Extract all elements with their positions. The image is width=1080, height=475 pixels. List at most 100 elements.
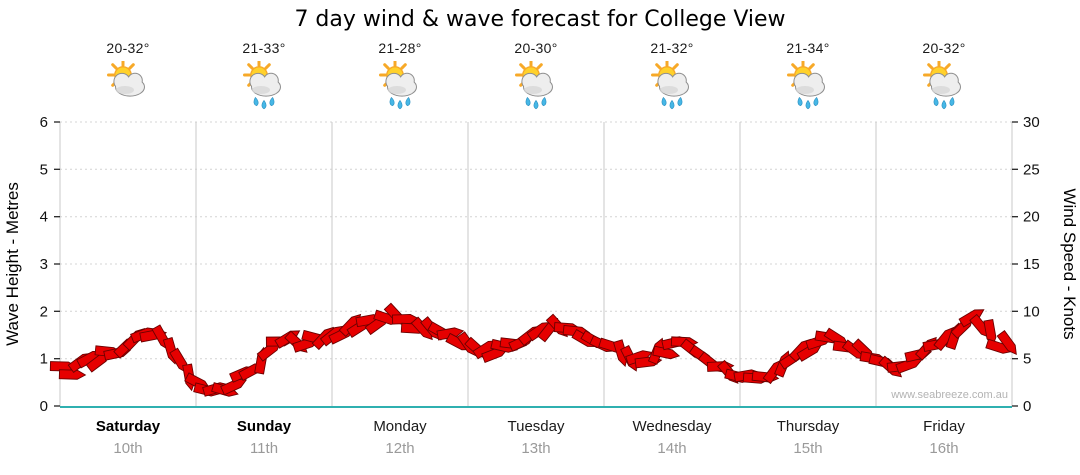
cloud-shading bbox=[252, 86, 270, 94]
day-date: 12th bbox=[385, 440, 415, 457]
weather-icon-slot bbox=[604, 59, 740, 111]
temperature-range: 20-32° bbox=[922, 40, 966, 56]
wind-arrow bbox=[958, 309, 985, 328]
raindrop-icon bbox=[261, 99, 267, 110]
right-axis-title: Wind Speed - Knots bbox=[1060, 188, 1079, 339]
day-axis-label: Wednesday 14th bbox=[604, 418, 740, 457]
weather-icon-showers bbox=[923, 59, 961, 110]
sun-ray bbox=[264, 63, 271, 70]
day-name: Tuesday bbox=[507, 418, 565, 435]
raindrop-icon bbox=[677, 96, 683, 107]
day-date: 13th bbox=[521, 440, 551, 457]
cloud-shading bbox=[524, 86, 542, 94]
weather-icon-slot bbox=[740, 59, 876, 111]
raindrop-icon bbox=[525, 96, 531, 107]
day-date: 15th bbox=[793, 440, 823, 457]
y-axis-tick-label-left: 6 bbox=[40, 114, 48, 131]
sun-ray bbox=[927, 63, 934, 70]
raindrop-icon bbox=[661, 96, 667, 107]
sun-ray bbox=[247, 63, 254, 70]
sun-ray bbox=[383, 63, 390, 70]
temperature-range: 21-34° bbox=[786, 40, 830, 56]
day-date: 10th bbox=[113, 440, 143, 457]
weather-icon-slot bbox=[876, 59, 1012, 111]
y-axis-tick-label-right: 30 bbox=[1023, 114, 1040, 131]
y-axis-tick-label-left: 0 bbox=[40, 398, 48, 415]
day-date: 14th bbox=[657, 440, 687, 457]
forecast-day-column: 21-32° bbox=[604, 40, 740, 111]
weather-icon-showers bbox=[651, 59, 689, 110]
forecast-day-column: 21-33° bbox=[196, 40, 332, 111]
day-axis-label: Tuesday 13th bbox=[468, 418, 604, 457]
raindrop-icon bbox=[533, 99, 539, 110]
raindrop-icon bbox=[813, 96, 819, 107]
sun-ray bbox=[519, 63, 526, 70]
wind-arrow bbox=[996, 330, 1017, 356]
raindrop-icon bbox=[541, 96, 547, 107]
day-axis-label: Thursday 15th bbox=[740, 418, 876, 457]
weather-icon-showers bbox=[787, 59, 825, 110]
sun-ray bbox=[672, 63, 679, 70]
y-axis-tick-label-right: 20 bbox=[1023, 209, 1040, 226]
sun-ray bbox=[808, 63, 815, 70]
sun-ray bbox=[944, 63, 951, 70]
forecast-day-column: 20-32° bbox=[876, 40, 1012, 111]
weather-icon-showers bbox=[379, 59, 417, 110]
day-name: Saturday bbox=[95, 418, 161, 435]
temperature-range: 20-30° bbox=[514, 40, 558, 56]
sun-ray bbox=[400, 63, 407, 70]
cloud-shading bbox=[796, 86, 814, 94]
raindrop-icon bbox=[949, 96, 955, 107]
y-axis-tick-label-right: 25 bbox=[1023, 161, 1040, 178]
day-date: 16th bbox=[929, 440, 959, 457]
raindrop-icon bbox=[389, 96, 395, 107]
day-name: Friday bbox=[923, 418, 965, 435]
temperature-range: 20-32° bbox=[106, 40, 150, 56]
sun-ray bbox=[111, 63, 118, 70]
raindrop-icon bbox=[253, 96, 259, 107]
y-axis-tick-label-left: 1 bbox=[40, 351, 48, 368]
wind-arrow bbox=[652, 345, 681, 360]
cloud-shading bbox=[116, 86, 134, 94]
day-name: Sunday bbox=[236, 418, 292, 435]
cloud-shading bbox=[388, 86, 406, 94]
weather-icon-slot bbox=[332, 59, 468, 111]
watermark: www.seabreeze.com.au bbox=[890, 389, 1008, 401]
temperature-range: 21-28° bbox=[378, 40, 422, 56]
raindrop-icon bbox=[397, 99, 403, 110]
forecast-day-column: 20-30° bbox=[468, 40, 604, 111]
day-name: Monday bbox=[373, 418, 427, 435]
sun-ray bbox=[536, 63, 543, 70]
weather-icon-slot bbox=[468, 59, 604, 111]
sun-ray bbox=[791, 63, 798, 70]
day-axis-label: Saturday 10th bbox=[60, 418, 196, 457]
forecast-day-column: 21-28° bbox=[332, 40, 468, 111]
y-axis-tick-label-right: 10 bbox=[1023, 303, 1040, 320]
weather-icon-slot bbox=[60, 59, 196, 111]
y-axis-tick-label-left: 5 bbox=[40, 161, 48, 178]
weather-icon-partly-cloudy bbox=[107, 59, 145, 97]
raindrop-icon bbox=[405, 96, 411, 107]
cloud-shading bbox=[660, 86, 678, 94]
y-axis-tick-label-left: 3 bbox=[40, 256, 48, 273]
raindrop-icon bbox=[669, 99, 675, 110]
day-name: Wednesday bbox=[632, 418, 712, 435]
y-axis-tick-label-left: 2 bbox=[40, 303, 48, 320]
weather-icon-showers bbox=[243, 59, 281, 110]
wind-arrows-series bbox=[49, 302, 1017, 397]
weather-icon-slot bbox=[196, 59, 332, 111]
sun-ray bbox=[128, 63, 135, 70]
y-axis-tick-label-right: 5 bbox=[1023, 351, 1031, 368]
weather-icon-showers bbox=[515, 59, 553, 110]
day-axis-label: Sunday 11th bbox=[196, 418, 332, 457]
cloud-shading bbox=[932, 86, 950, 94]
wind-arrow bbox=[625, 350, 653, 366]
raindrop-icon bbox=[941, 99, 947, 110]
forecast-day-column: 21-34° bbox=[740, 40, 876, 111]
left-axis-title: Wave Height - Metres bbox=[3, 182, 22, 346]
page-title: 7 day wind & wave forecast for College V… bbox=[294, 7, 786, 32]
y-axis-tick-label-right: 15 bbox=[1023, 256, 1040, 273]
temperature-range: 21-32° bbox=[650, 40, 694, 56]
